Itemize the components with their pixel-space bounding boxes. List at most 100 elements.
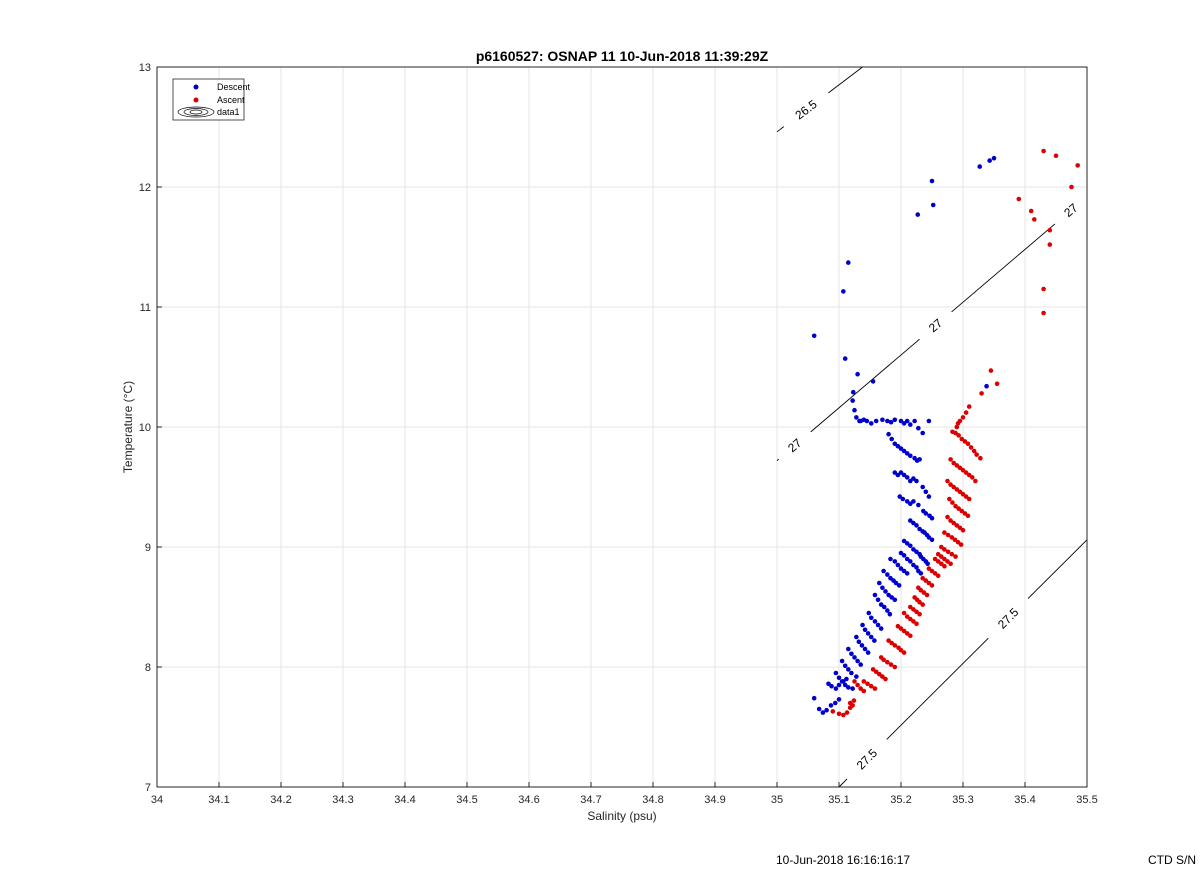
legend-label-data1: data1 [217, 107, 240, 117]
point-ascent [904, 631, 910, 636]
x-tick-label: 35.4 [1014, 794, 1035, 806]
contour-label: 27 [926, 316, 945, 336]
legend-label-descent: Descent [217, 82, 251, 92]
point-ascent [988, 368, 994, 373]
point-descent [892, 417, 898, 423]
point-ascent [1075, 163, 1080, 168]
point-ascent [945, 478, 950, 484]
point-ascent [888, 662, 894, 667]
point-ascent [949, 535, 955, 540]
point-ascent [917, 611, 922, 617]
point-descent [929, 537, 935, 543]
point-ascent [966, 496, 972, 502]
point-descent [842, 356, 848, 361]
point-ascent [960, 467, 966, 473]
point-descent [912, 418, 917, 424]
point-ascent [844, 710, 850, 715]
contour-label: 27.5 [995, 605, 1022, 632]
point-descent [883, 589, 888, 594]
point-ascent [953, 554, 958, 559]
point-ascent [1041, 148, 1046, 154]
footer-timestamp: 10-Jun-2018 16:16:16:17 [776, 853, 911, 867]
point-descent [841, 679, 846, 684]
point-ascent [1028, 208, 1034, 214]
point-descent [868, 634, 874, 640]
point-ascent [873, 669, 879, 675]
point-descent [852, 655, 857, 660]
point-ascent [945, 559, 950, 564]
point-ascent [872, 686, 878, 691]
point-descent [914, 523, 919, 528]
legend-label-ascent: Ascent [217, 95, 245, 105]
point-descent [880, 585, 885, 591]
point-descent [987, 158, 992, 163]
x-tick-label: 34 [151, 794, 163, 806]
point-ascent [1053, 153, 1059, 159]
point-descent [908, 422, 913, 427]
point-ascent [955, 539, 961, 545]
x-tick-label: 34.4 [394, 794, 415, 806]
point-ascent [885, 659, 890, 665]
point-ascent [970, 475, 975, 480]
point-descent [886, 592, 891, 598]
point-ascent [851, 698, 857, 703]
point-descent [854, 415, 859, 420]
point-ascent [1032, 217, 1037, 222]
point-descent [914, 478, 919, 484]
point-descent [901, 472, 907, 478]
point-ascent [960, 527, 966, 533]
point-descent [911, 562, 916, 568]
point-descent [908, 501, 913, 507]
point-ascent [966, 404, 972, 409]
point-ascent [960, 491, 966, 497]
point-descent [914, 565, 919, 570]
point-descent [864, 418, 870, 424]
point-descent [875, 622, 881, 628]
point-ascent [1047, 242, 1053, 247]
point-descent [846, 646, 851, 652]
y-tick-label: 13 [139, 62, 151, 74]
x-axis-label: Salinity (psu) [587, 809, 656, 823]
x-tick-label: 34.1 [208, 794, 229, 806]
point-ascent [939, 561, 944, 567]
point-ascent [886, 638, 891, 643]
point-ascent [954, 523, 960, 528]
point-ascent [965, 441, 971, 447]
point-ascent [953, 503, 958, 509]
x-tick-label: 35.1 [828, 794, 849, 806]
point-descent [849, 670, 854, 676]
point-descent [889, 436, 894, 442]
point-ascent [945, 532, 951, 538]
contour-label: 26.5 [793, 97, 820, 122]
x-tick-label: 35.3 [952, 794, 973, 806]
point-ascent [852, 679, 857, 684]
point-descent [908, 453, 913, 459]
point-descent [833, 686, 839, 691]
point-ascent [959, 508, 965, 514]
point-ascent [935, 551, 941, 557]
point-ascent [948, 482, 953, 487]
point-ascent [870, 667, 876, 672]
point-descent [904, 499, 910, 504]
contour-segment [1027, 539, 1088, 599]
point-descent [897, 494, 903, 499]
point-descent [855, 658, 860, 664]
point-ascent [918, 587, 924, 593]
point-descent [888, 556, 893, 562]
point-descent [824, 707, 829, 713]
point-ascent [942, 556, 947, 562]
point-ascent [1069, 184, 1074, 190]
point-descent [911, 476, 916, 481]
point-descent [901, 568, 907, 574]
point-descent [842, 682, 848, 688]
contour-segment [838, 778, 848, 788]
point-ascent [957, 489, 963, 495]
x-tick-label: 34.8 [642, 794, 663, 806]
point-descent [865, 631, 871, 636]
point-descent [873, 418, 879, 424]
point-descent [916, 502, 921, 508]
point-descent [929, 515, 935, 521]
point-descent [872, 592, 878, 598]
point-descent [862, 646, 868, 652]
